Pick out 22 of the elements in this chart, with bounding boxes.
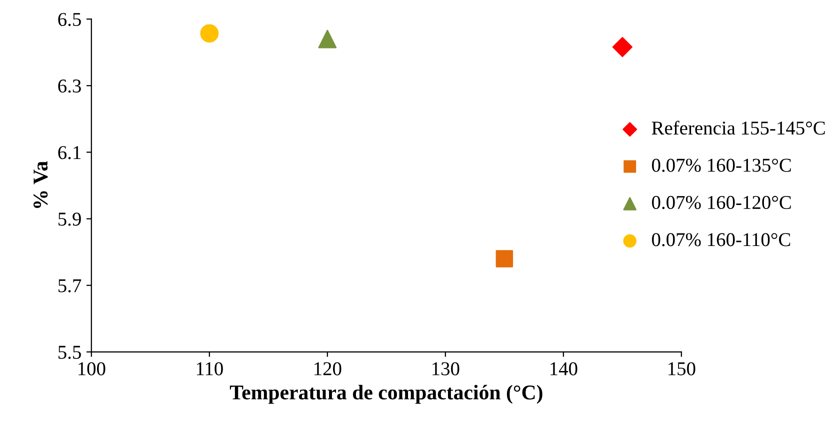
point — [318, 30, 337, 48]
y-tick-label: 6.3 — [58, 80, 81, 93]
legend-label: 0.07% 160-110°C — [652, 233, 790, 246]
point — [496, 250, 514, 268]
legend-label: 0.07% 160-120°C — [652, 196, 791, 210]
x-tick-label: 140 — [550, 362, 578, 376]
y-tick-label: 6.5 — [58, 12, 81, 26]
legend-label: Referencia 155-145°C — [652, 120, 825, 135]
point — [200, 24, 219, 43]
x-tick-label: 150 — [668, 362, 696, 376]
x-axis-title: Temperatura de compactación (°C) — [230, 384, 542, 404]
y-axis-title: % Va — [34, 161, 48, 208]
y-tick-label: 5.7 — [58, 279, 82, 292]
x-tick-label: 110 — [196, 362, 223, 376]
x-tick-label: 130 — [432, 362, 460, 376]
y-tick-label: 5.5 — [58, 346, 81, 359]
x-tick-label: 120 — [314, 362, 342, 376]
legend-label: 0.07% 160-135°C — [652, 158, 791, 172]
y-tick-label: 5.9 — [58, 212, 81, 226]
point — [612, 37, 632, 58]
x-tick-label: 100 — [78, 362, 106, 376]
y-tick-label: 6.1 — [58, 146, 81, 160]
